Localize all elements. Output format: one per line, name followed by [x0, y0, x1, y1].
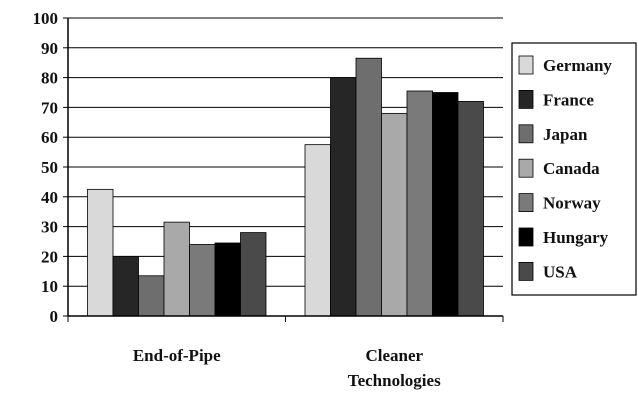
- category-label: Cleaner Technologies: [348, 346, 441, 390]
- x-axis-category-labels: End-of-Pipe Cleaner Technologies: [133, 346, 441, 390]
- category-label-line: Technologies: [348, 371, 441, 390]
- legend: Germany France Japan Canada Norway Hungary USA: [511, 42, 637, 296]
- bar-norway-0: [189, 244, 216, 317]
- legend-label-norway: Norway: [543, 194, 601, 213]
- y-tick-label: 60: [41, 128, 58, 147]
- y-tick-label: 40: [41, 188, 58, 207]
- bar-usa-0: [240, 232, 267, 317]
- bar-canada-1: [381, 112, 408, 317]
- bar-france-0: [112, 255, 139, 317]
- y-axis-ticks: 0 10 20 30 40 50 60 70 80 90 100: [33, 9, 68, 326]
- y-tick-label: 80: [41, 69, 58, 88]
- y-tick-label: 20: [41, 247, 58, 266]
- bar-germany-1: [304, 144, 331, 317]
- legend-swatch-germany: [518, 55, 534, 75]
- legend-label-germany: Germany: [543, 56, 612, 75]
- legend-swatch-japan: [518, 124, 534, 144]
- legend-swatch-norway: [518, 193, 534, 213]
- gridlines: [68, 17, 503, 287]
- legend-label-japan: Japan: [543, 125, 588, 144]
- category-label: End-of-Pipe: [133, 346, 221, 365]
- bars: [87, 57, 484, 317]
- y-tick-label: 100: [33, 9, 59, 28]
- bar-hungary-0: [214, 242, 241, 317]
- y-tick-label: 90: [41, 39, 58, 58]
- y-tick-label: 50: [41, 158, 58, 177]
- legend-label-france: France: [543, 90, 594, 109]
- bar-france-1: [330, 77, 357, 317]
- y-tick-label: 70: [41, 98, 58, 117]
- category-label-line: Cleaner: [365, 346, 423, 365]
- bar-japan-0: [138, 275, 165, 317]
- y-tick-label: 30: [41, 218, 58, 237]
- legend-label-usa: USA: [543, 262, 578, 281]
- legend-label-canada: Canada: [543, 159, 600, 178]
- legend-swatch-usa: [518, 261, 534, 281]
- bar-hungary-1: [432, 92, 459, 317]
- bar-canada-0: [163, 221, 190, 317]
- bar-japan-1: [355, 57, 382, 317]
- category-label-line: End-of-Pipe: [133, 346, 221, 365]
- bar-germany-0: [87, 188, 114, 317]
- bar-norway-1: [406, 90, 433, 317]
- legend-swatch-hungary: [518, 227, 534, 247]
- legend-label-hungary: Hungary: [543, 228, 609, 247]
- y-tick-label: 10: [41, 277, 58, 296]
- legend-swatch-france: [518, 90, 534, 109]
- bar-usa-1: [457, 101, 484, 317]
- legend-swatch-canada: [518, 158, 534, 178]
- y-tick-label: 0: [50, 307, 59, 326]
